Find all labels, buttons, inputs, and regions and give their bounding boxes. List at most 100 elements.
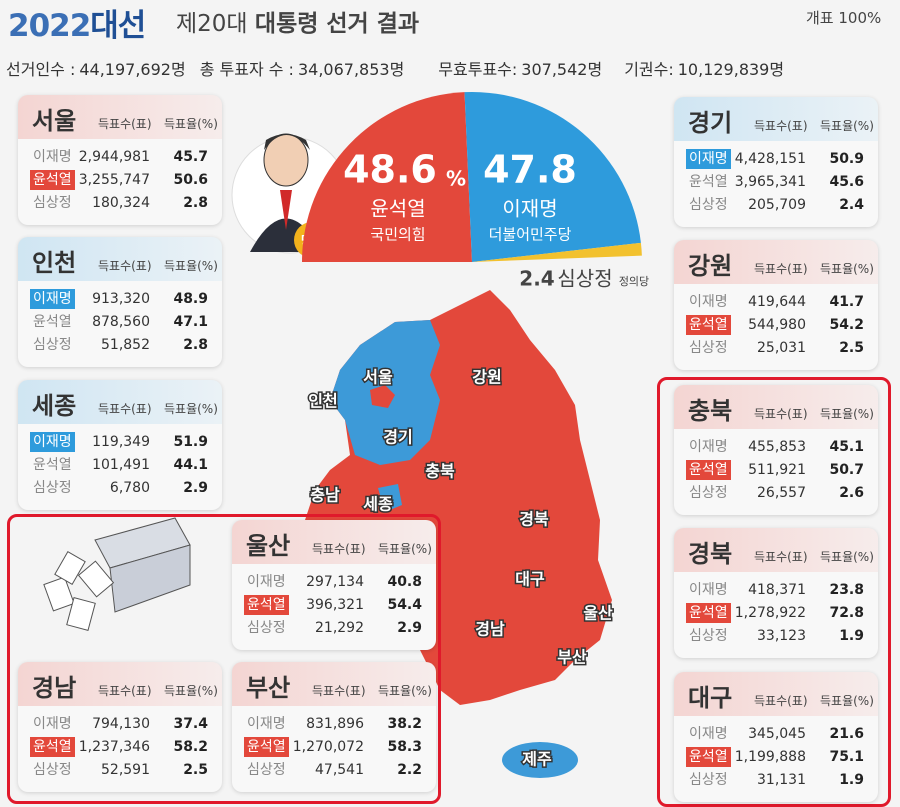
stats: 선거인수 :44,197,692명 총 투표자 수 :34,067,853명 무효투… — [6, 56, 784, 80]
result-row: 심상정 26,557 2.6 — [674, 483, 878, 503]
votes: 3,255,747 — [78, 172, 150, 188]
pie-label: 국민의힘 — [370, 226, 425, 244]
votes: 26,557 — [757, 485, 806, 501]
vote-rate: 38.2 — [387, 716, 422, 732]
region-name: 경남 — [32, 674, 77, 702]
vote-rate: 2.2 — [397, 762, 422, 778]
vote-rate: 51.9 — [173, 434, 208, 450]
votes: 31,131 — [757, 772, 806, 788]
result-row: 윤석열 1,270,072 58.3 — [232, 737, 436, 757]
candidate-name: 심상정 — [33, 480, 72, 496]
pie-label: 47.8 — [483, 148, 577, 192]
candidate-name: 윤석열 — [686, 315, 731, 335]
result-row: 심상정 33,123 1.9 — [674, 626, 878, 646]
candidate-name: 이재명 — [689, 582, 728, 598]
vote-rate: 44.1 — [173, 457, 208, 473]
vote-rate: 2.4 — [839, 197, 864, 213]
vote-rate: 50.9 — [829, 151, 864, 167]
illustration — [43, 517, 191, 631]
vote-rate: 47.1 — [173, 314, 208, 330]
result-row: 이재명 418,371 23.8 — [674, 580, 878, 600]
result-row: 이재명 794,130 37.4 — [18, 714, 222, 734]
column-header: 득표율(%) — [378, 684, 432, 698]
pie-label: 심상정 — [557, 267, 612, 291]
result-row: 이재명 297,134 40.8 — [232, 572, 436, 592]
vote-rate: 54.4 — [387, 597, 422, 613]
column-header: 득표율(%) — [820, 407, 874, 421]
votes: 4,428,151 — [734, 151, 806, 167]
column-header: 득표수(표) — [98, 402, 152, 416]
map-label: 제주 — [522, 750, 552, 769]
vote-rate: 2.8 — [183, 337, 208, 353]
vote-rate: 58.2 — [173, 739, 208, 755]
map-jeju — [502, 742, 578, 778]
result-row: 심상정 25,031 2.5 — [674, 338, 878, 358]
votes: 2,944,981 — [78, 149, 150, 165]
region-name: 울산 — [246, 532, 291, 560]
card-header — [674, 97, 878, 141]
candidate-name: 심상정 — [689, 772, 728, 788]
map-label: 인천 — [308, 392, 337, 411]
column-header: 득표수(표) — [754, 119, 808, 133]
highlight-box — [7, 514, 441, 804]
result-row: 심상정 21,292 2.9 — [232, 618, 436, 638]
column-header: 득표율(%) — [820, 694, 874, 708]
votes: 511,921 — [748, 462, 806, 478]
card-header — [18, 237, 222, 281]
card-header — [18, 95, 222, 139]
pie-slice — [302, 92, 472, 262]
result-row: 윤석열 511,921 50.7 — [674, 460, 878, 480]
region-card: 세종 득표수(표) 득표율(%) 이재명 119,349 51.9 윤석열 101,491 44… — [18, 380, 222, 510]
map-label: 부산 — [557, 648, 587, 667]
vote-rate: 40.8 — [387, 574, 422, 590]
candidate-name: 심상정 — [689, 485, 728, 501]
votes: 119,349 — [92, 434, 150, 450]
map-label: 대구 — [515, 570, 545, 589]
result-row: 윤석열 3,965,341 45.6 — [674, 172, 878, 192]
candidate-name: 윤석열 — [33, 457, 72, 473]
vote-rate: 2.8 — [183, 195, 208, 211]
pie-label: 48.6 — [343, 148, 437, 192]
result-row: 윤석열 1,237,346 58.2 — [18, 737, 222, 757]
vote-rate: 1.9 — [839, 772, 864, 788]
candidate-name: 윤석열 — [244, 595, 289, 615]
column-header: 득표율(%) — [164, 117, 218, 131]
card-header — [232, 662, 436, 706]
result-row: 심상정 51,852 2.8 — [18, 335, 222, 355]
result-row: 이재명 419,644 41.7 — [674, 292, 878, 312]
candidate-name: 이재명 — [30, 432, 75, 452]
result-row: 심상정 180,324 2.8 — [18, 193, 222, 213]
vote-rate: 23.8 — [829, 582, 864, 598]
votes: 1,270,072 — [292, 739, 364, 755]
votes: 51,852 — [101, 337, 150, 353]
vote-rate: 50.6 — [173, 172, 208, 188]
candidate-name: 심상정 — [689, 628, 728, 644]
vote-rate: 2.5 — [839, 340, 864, 356]
candidate-name: 이재명 — [33, 716, 72, 732]
column-header: 득표수(표) — [312, 542, 366, 556]
candidate-name: 이재명 — [689, 439, 728, 455]
vote-rate: 37.4 — [173, 716, 208, 732]
votes: 544,980 — [748, 317, 806, 333]
votes: 205,709 — [748, 197, 806, 213]
votes: 878,560 — [92, 314, 150, 330]
votes: 101,491 — [92, 457, 150, 473]
stat-value: 307,542명 — [521, 60, 603, 79]
vote-rate: 45.7 — [173, 149, 208, 165]
pie-label: 더불어민주당 — [489, 226, 572, 244]
map-sejong — [378, 484, 402, 512]
candidate-name: 이재명 — [689, 726, 728, 742]
candidate-name: 심상정 — [33, 762, 72, 778]
votes: 913,320 — [92, 291, 150, 307]
votes: 21,292 — [315, 620, 364, 636]
edition: 제20대 — [176, 11, 248, 37]
region-card: 경북 득표수(표) 득표율(%) 이재명 418,371 23.8 윤석열 1,278,922… — [674, 528, 878, 658]
result-row: 윤석열 3,255,747 50.6 — [18, 170, 222, 190]
candidate-name: 심상정 — [689, 197, 728, 213]
region-card: 강원 득표수(표) 득표율(%) 이재명 419,644 41.7 윤석열 544,980 54… — [674, 240, 878, 370]
votes: 25,031 — [757, 340, 806, 356]
vote-rate: 2.5 — [183, 762, 208, 778]
result-row: 이재명 913,320 48.9 — [18, 289, 222, 309]
map-label: 강원 — [472, 368, 501, 387]
card-header — [18, 380, 222, 424]
